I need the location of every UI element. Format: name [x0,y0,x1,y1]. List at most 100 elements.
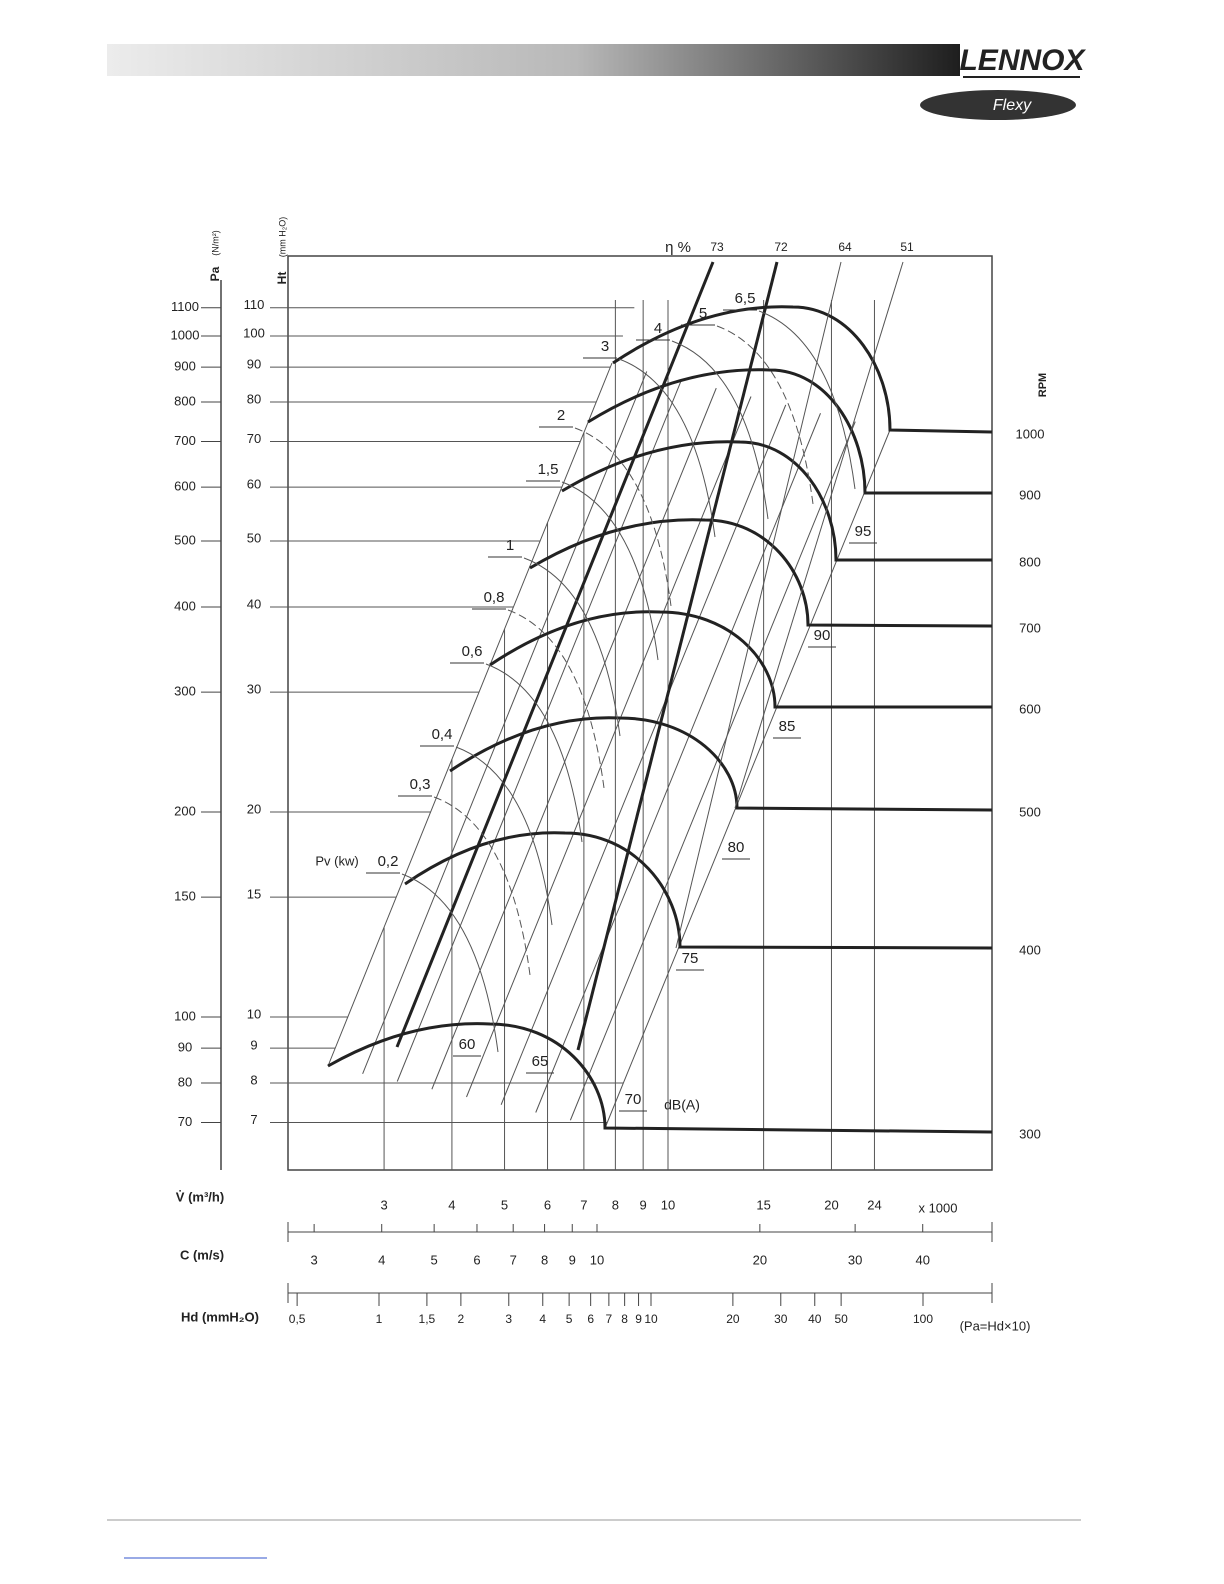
flow-tick-label: 6 [544,1197,551,1212]
velocity-tick-label: 3 [311,1252,318,1267]
efficiency-title: η % [665,239,691,256]
rpm-tick-label: 1000 [1016,426,1045,441]
power-label: 5 [699,305,707,322]
hd-tick-label: 1 [376,1312,383,1326]
hd-tick-label: 6 [587,1312,594,1326]
pa-tick-label: 70 [178,1114,192,1129]
hd-tick-label: 9 [635,1312,642,1326]
fan-curve [489,610,992,709]
velocity-tick-label: 40 [915,1252,929,1267]
power-label: 0,4 [432,726,453,743]
fan-curve [449,716,993,812]
efficiency-line [675,261,842,949]
power-arc [618,358,716,538]
ht-tick-label: 90 [247,357,261,372]
hd-tick-label: 7 [606,1312,613,1326]
ht-axis-title: Ht [275,272,289,285]
ht-tick-label: 40 [247,596,261,611]
power-label: 1 [506,537,514,554]
rpm-axis-title: RPM [1037,373,1049,397]
ht-tick-label: 100 [243,325,265,340]
flow-tick-label: 9 [640,1197,647,1212]
ht-tick-label: 15 [247,887,261,902]
fan-curve [612,305,993,434]
inner-diagonal [396,379,682,1082]
velocity-axis-title: C (m/s) [180,1247,224,1262]
velocity-tick-label: 5 [431,1252,438,1267]
flow-tick-label: 8 [612,1197,619,1212]
power-arc [758,310,856,490]
ht-tick-label: 60 [247,477,261,492]
power-label: 0,6 [462,643,483,660]
hd-tick-label: 30 [774,1312,788,1326]
hd-tick-label: 2 [458,1312,465,1326]
power-label: 6,5 [735,290,756,307]
efficiency-label: 64 [838,240,852,254]
ht-tick-label: 30 [247,682,261,697]
power-label: 3 [601,338,609,355]
rpm-tick-label: 600 [1019,701,1041,716]
fan-curve [561,440,992,562]
hd-tick-label: 100 [913,1312,933,1326]
ht-tick-label: 20 [247,801,261,816]
pa-tick-label: 90 [178,1040,192,1055]
power-label: 2 [557,407,565,424]
noise-label: 65 [532,1053,549,1070]
pa-tick-label: 500 [174,532,196,547]
pa-tick-label: 300 [174,684,196,699]
ht-tick-label: 10 [247,1006,261,1021]
noise-label: 90 [814,627,831,644]
pa-axis-title: Pa [208,266,222,281]
flow-tick-label: 20 [824,1197,838,1212]
flow-tick-label: 3 [380,1197,387,1212]
pa-tick-label: 80 [178,1074,192,1089]
power-arc [507,609,605,789]
efficiency-label: 72 [774,240,788,254]
noise-label: 80 [728,839,745,856]
region-edge [604,429,891,1129]
inner-diagonal [431,387,717,1090]
pa-tick-label: 150 [174,889,196,904]
inner-diagonal [569,421,856,1121]
rpm-tick-label: 400 [1019,942,1041,957]
ht-tick-label: 50 [247,530,261,545]
power-arc [485,663,583,843]
ht-axis-unit: (mm H₂O) [277,217,287,257]
power-label: 0,3 [410,776,431,793]
inner-diagonal [535,413,821,1113]
rpm-tick-label: 900 [1019,487,1041,502]
product-name: Flexy [993,97,1032,114]
rpm-tick-label: 500 [1019,804,1041,819]
rpm-tick-label: 800 [1019,554,1041,569]
header-bar [107,44,960,76]
rpm-tick-label: 300 [1019,1126,1041,1141]
ht-tick-label: 8 [250,1072,257,1087]
efficiency-label: 51 [900,240,914,254]
flow-tick-label: 4 [448,1197,455,1212]
hd-tick-label: 3 [505,1312,512,1326]
power-title: Pv (kw) [315,853,358,868]
efficiency-line [734,261,904,809]
noise-unit: dB(A) [664,1097,700,1113]
velocity-tick-label: 4 [378,1252,385,1267]
velocity-tick-label: 6 [473,1252,480,1267]
power-arc [671,340,769,520]
hd-tick-label: 5 [566,1312,573,1326]
hd-tick-label: 10 [644,1312,658,1326]
flow-tick-label: 10 [661,1197,675,1212]
hd-tick-label: 8 [621,1312,628,1326]
fan-curve [404,831,993,950]
power-arc [401,873,499,1053]
ht-tick-label: 9 [250,1038,257,1053]
pa-tick-label: 900 [174,359,196,374]
inner-diagonal [500,404,787,1105]
plot-frame [287,255,993,1171]
flow-multiplier: x 1000 [918,1200,957,1215]
flow-tick-label: 15 [756,1197,770,1212]
pa-tick-label: 1000 [171,327,200,342]
noise-label: 75 [682,950,699,967]
flow-tick-label: 5 [501,1197,508,1212]
velocity-tick-label: 20 [753,1252,767,1267]
power-arc [716,325,814,505]
velocity-tick-label: 7 [510,1252,517,1267]
